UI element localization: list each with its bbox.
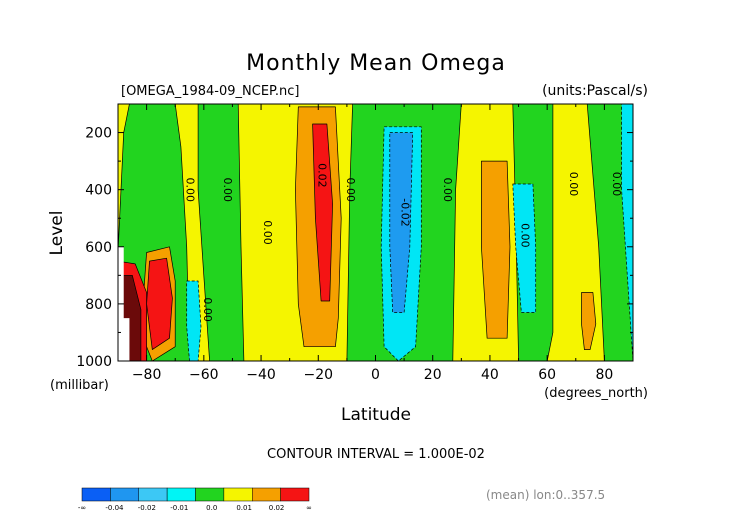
contour-label: 0.00 (201, 297, 214, 322)
x-tick-label: 20 (424, 367, 442, 383)
x-tick-label: 0 (371, 367, 380, 383)
contour-label: 0.00 (344, 177, 357, 202)
y-unit-label: (millibar) (50, 378, 109, 393)
y-tick-label: 200 (85, 126, 112, 142)
contour-label: 0.00 (518, 223, 531, 248)
colorbar-swatch (252, 487, 281, 502)
y-axis-ticks: 200 400 600 800 1000 (76, 103, 633, 370)
colorbar-label: -0.02 (138, 504, 156, 512)
colorbar-label: 0.0 (206, 504, 217, 512)
colorbar-label: -∞ (78, 504, 86, 512)
colorbar-swatch (280, 487, 310, 502)
colorbar-label: -0.04 (105, 504, 124, 512)
colorbar-swatch (110, 487, 139, 502)
contour-label: 0.02 (315, 163, 328, 188)
field-red-core-lat-20 (312, 123, 333, 302)
x-axis-ticks: −80 −60 −40 −20 0 20 40 60 80 (117, 104, 634, 383)
x-tick-label: −80 (132, 367, 162, 383)
field-shading (118, 104, 633, 361)
x-tick-label: −40 (246, 367, 276, 383)
colorbar-label: 0.01 (236, 504, 252, 512)
x-tick-label: 60 (538, 367, 556, 383)
x-tick-label: 80 (595, 367, 613, 383)
y-axis-label: Level (47, 211, 67, 256)
field-orange-cell-lat-42 (481, 160, 511, 339)
colorbar-swatch (166, 487, 196, 502)
contour-label: 0.00 (610, 172, 623, 197)
colorbar-swatch (223, 487, 253, 502)
colorbar: -∞ -0.04 -0.02 -0.01 0.0 0.01 0.02 ∞ (78, 487, 312, 512)
chart-title: Monthly Mean Omega (246, 51, 506, 76)
mean-text: (mean) lon:0..357.5 (486, 488, 605, 502)
field-cyan-cell-lat-53 (512, 183, 537, 313)
x-unit-label: (degrees_north) (544, 386, 648, 401)
contour-label: 0.00 (567, 172, 580, 197)
y-tick-label: 600 (85, 240, 112, 256)
contour-labels: 0.00 0.00 0.00 0.00 0.02 0.00 -0.02 0.00 0.00 0.0… (184, 163, 623, 322)
contour-label: 0.00 (221, 177, 234, 202)
colorbar-label: 0.02 (269, 504, 285, 512)
contour-interval-text: CONTOUR INTERVAL = 1.000E-02 (267, 447, 485, 462)
x-tick-label: −20 (304, 367, 334, 383)
field-red-core-lat-72 (146, 257, 173, 350)
x-axis-label: Latitude (341, 405, 411, 425)
y-tick-label: 400 (85, 183, 112, 199)
field-blue-core-lat-9 (389, 132, 414, 313)
colorbar-swatch (195, 487, 225, 502)
file-label: [OMEGA_1984-09_NCEP.nc] (121, 84, 299, 99)
contour-label: 0.00 (261, 220, 274, 245)
plot-area: 0.00 0.00 0.00 0.00 0.02 0.00 -0.02 0.00 0.00 0.0… (76, 103, 634, 383)
y-tick-label: 800 (85, 297, 112, 313)
field-cyan-cell-lat-88 (621, 104, 633, 361)
field-orange-cell-lat-74 (581, 292, 597, 350)
colorbar-label: ∞ (306, 504, 312, 512)
contour-label: -0.02 (398, 198, 411, 226)
x-tick-label: −60 (189, 367, 219, 383)
contour-label: 0.00 (184, 177, 197, 202)
colorbar-swatch (81, 487, 111, 502)
units-label: (units:Pascal/s) (542, 83, 648, 99)
field-cyan-cell-lat-63 (186, 280, 202, 361)
x-tick-label: 40 (481, 367, 499, 383)
colorbar-label: -0.01 (170, 504, 188, 512)
y-tick-label: 1000 (76, 354, 112, 370)
colorbar-swatch (138, 487, 168, 502)
field-green-band-lat-52 (197, 104, 245, 361)
contour-label: 0.00 (441, 177, 454, 202)
